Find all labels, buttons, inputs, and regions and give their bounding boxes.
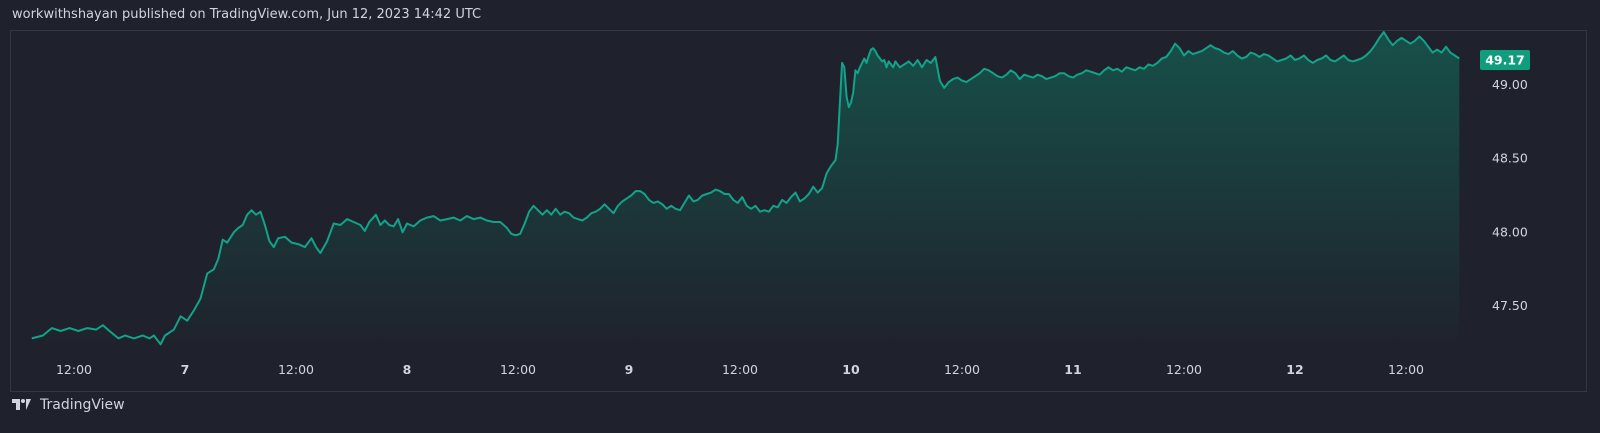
publisher-header: workwithshayan published on TradingView.… bbox=[12, 7, 482, 22]
current-price-badge: 49.17 bbox=[1480, 49, 1530, 70]
x-tick-label: 10 bbox=[842, 362, 860, 377]
x-tick-label: 11 bbox=[1064, 362, 1081, 377]
price-series-line bbox=[31, 31, 1460, 346]
footer-brand[interactable]: TradingView bbox=[12, 397, 125, 413]
x-tick-label: 8 bbox=[403, 362, 412, 377]
tradingview-logo-icon bbox=[12, 399, 33, 410]
y-tick-label: 48.50 bbox=[1492, 151, 1528, 166]
current-price-label: 49.17 bbox=[1485, 52, 1525, 67]
y-axis: 49.00 48.50 48.00 47.50 bbox=[1492, 77, 1528, 313]
x-tick-label: 12 bbox=[1286, 362, 1303, 377]
y-tick-label: 49.00 bbox=[1492, 77, 1528, 92]
y-tick-label: 47.50 bbox=[1492, 298, 1528, 313]
x-tick-label: 12:00 bbox=[278, 362, 314, 377]
x-tick-label: 7 bbox=[181, 362, 190, 377]
x-tick-label: 12:00 bbox=[500, 362, 536, 377]
x-tick-label: 12:00 bbox=[56, 362, 92, 377]
x-tick-label: 9 bbox=[625, 362, 634, 377]
x-axis: 12:00 7 12:00 8 12:00 9 12:00 10 12:00 11 12:00 12 1… bbox=[56, 362, 1424, 377]
x-tick-label: 12:00 bbox=[944, 362, 980, 377]
y-tick-label: 48.00 bbox=[1492, 224, 1528, 239]
price-chart[interactable]: 12:00 7 12:00 8 12:00 9 12:00 10 12:00 11 12:00 12 1… bbox=[0, 0, 1600, 395]
x-tick-label: 12:00 bbox=[722, 362, 758, 377]
price-area-fill bbox=[31, 32, 1460, 345]
footer-brand-label: TradingView bbox=[40, 397, 125, 413]
x-tick-label: 12:00 bbox=[1388, 362, 1424, 377]
chart-frame bbox=[10, 30, 1587, 392]
x-tick-label: 12:00 bbox=[1166, 362, 1202, 377]
